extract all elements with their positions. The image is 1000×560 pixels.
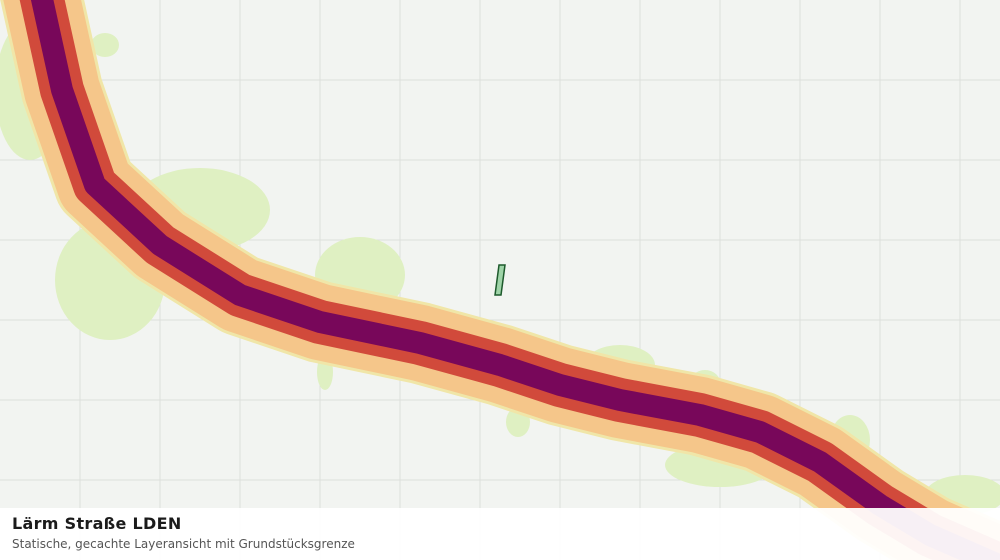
layer-title: Lärm Straße LDEN [12, 514, 182, 533]
parcel-boundary [494, 264, 506, 296]
legend-footer: Lärm Straße LDEN Statische, gecachte Lay… [0, 508, 1000, 560]
noise-band-70 [30, 0, 1000, 560]
layer-subtitle: Statische, gecachte Layeransicht mit Gru… [12, 537, 355, 551]
